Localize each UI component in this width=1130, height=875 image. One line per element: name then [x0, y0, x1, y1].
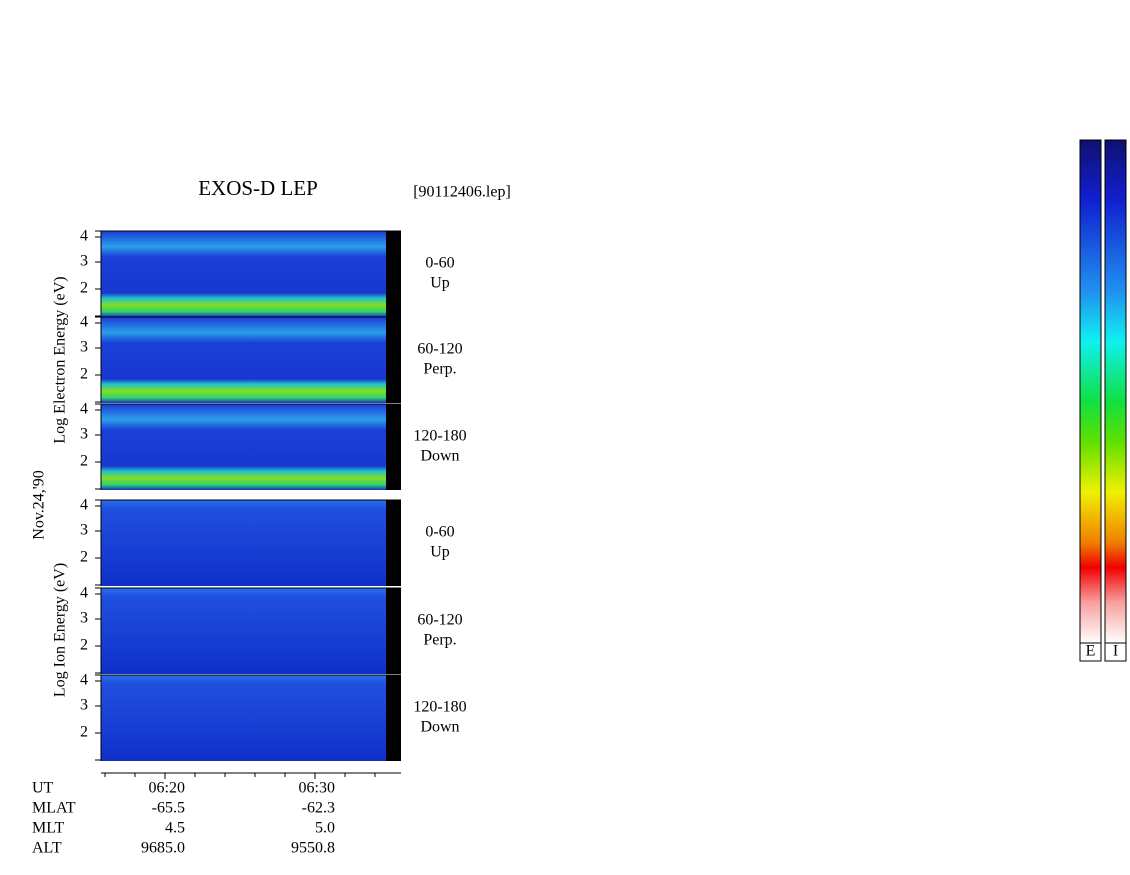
row-value: -62.3	[302, 800, 335, 817]
pitch-range: 60-120	[417, 612, 462, 629]
data-gap	[386, 231, 401, 317]
colorbar-label-box	[1104, 642, 1127, 662]
pitch-range: 60-120	[417, 341, 462, 358]
colorbar-label: E	[1086, 643, 1096, 660]
row-label: UT	[32, 780, 54, 797]
y-tick-label: 4	[80, 497, 88, 514]
y-tick-label: 2	[80, 366, 88, 383]
row-value: 9550.8	[291, 840, 335, 857]
y-tick-label: 4	[80, 314, 88, 331]
y-tick-label: 2	[80, 549, 88, 566]
pitch-range: 120-180	[413, 428, 466, 445]
row-value: 4.5	[165, 820, 185, 837]
spectrogram	[101, 500, 386, 586]
pitch-direction: Up	[430, 275, 450, 292]
file-name: [90112406.lep]	[413, 184, 511, 201]
row-label: MLAT	[32, 800, 76, 817]
y-tick-label: 4	[80, 401, 88, 418]
y-tick-label: 4	[80, 672, 88, 689]
data-gap	[386, 317, 401, 403]
colorbar	[1079, 139, 1102, 644]
y-tick-label: 3	[80, 522, 88, 539]
electron-axis-label: Log Electron Energy (eV)	[52, 276, 69, 443]
y-tick-label: 2	[80, 453, 88, 470]
pitch-direction: Down	[420, 719, 459, 736]
ion-axis-label: Log Ion Energy (eV)	[52, 563, 69, 697]
spectrogram	[101, 231, 386, 317]
spectrogram	[101, 675, 386, 761]
row-label: MLT	[32, 820, 65, 837]
colorbar-label: I	[1113, 643, 1118, 660]
y-tick-label: 4	[80, 585, 88, 602]
data-gap	[386, 500, 401, 586]
colorbar	[1104, 139, 1127, 644]
spectrogram	[101, 317, 386, 403]
time-ticks	[104, 773, 376, 779]
pitch-direction: Perp.	[423, 632, 456, 649]
row-value: -65.5	[152, 800, 185, 817]
colorbar-label-box	[1079, 642, 1102, 662]
pitch-range: 120-180	[413, 699, 466, 716]
row-value: 06:30	[299, 780, 335, 797]
date-label: Nov.24,'90	[31, 470, 48, 539]
y-tick-label: 3	[80, 426, 88, 443]
y-tick-label: 3	[80, 610, 88, 627]
spectrogram	[101, 588, 386, 674]
pitch-direction: Up	[430, 544, 450, 561]
pitch-range: 0-60	[425, 524, 454, 541]
data-gap	[386, 588, 401, 674]
row-value: 9685.0	[141, 840, 185, 857]
y-tick-label: 2	[80, 637, 88, 654]
row-value: 06:20	[149, 780, 185, 797]
pitch-direction: Perp.	[423, 361, 456, 378]
y-tick-label: 4	[80, 228, 88, 245]
title: EXOS-D LEP	[198, 176, 318, 200]
y-tick-label: 2	[80, 280, 88, 297]
pitch-direction: Down	[420, 448, 459, 465]
row-value: 5.0	[315, 820, 335, 837]
y-tick-label: 3	[80, 253, 88, 270]
y-tick-label: 3	[80, 697, 88, 714]
spectrogram	[101, 404, 386, 490]
data-gap	[386, 675, 401, 761]
y-tick-label: 2	[80, 724, 88, 741]
row-label: ALT	[32, 840, 62, 857]
pitch-range: 0-60	[425, 255, 454, 272]
y-tick-label: 3	[80, 339, 88, 356]
data-gap	[386, 404, 401, 490]
